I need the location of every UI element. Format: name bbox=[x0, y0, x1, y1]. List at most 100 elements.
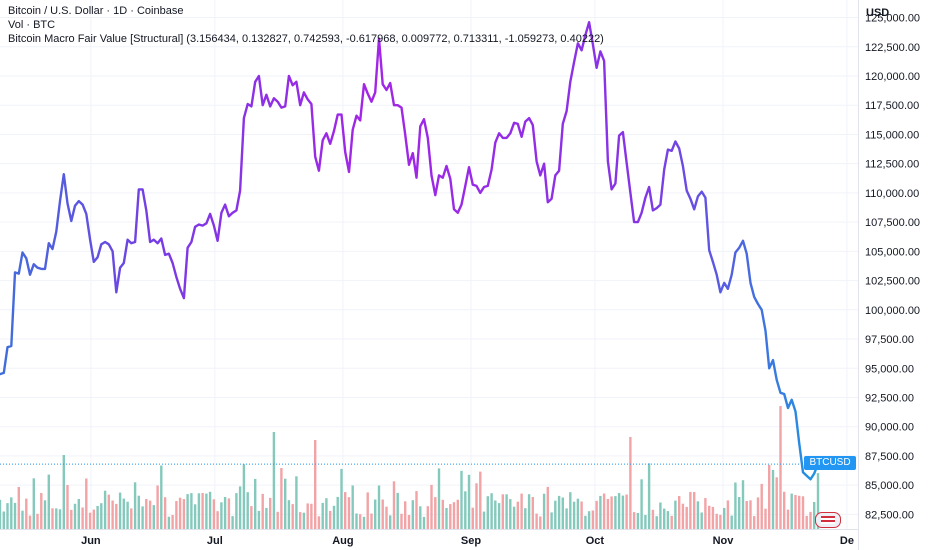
volume-bar bbox=[92, 509, 95, 529]
volume-bar bbox=[786, 509, 790, 529]
volume-bar bbox=[745, 501, 748, 529]
volume-bar bbox=[460, 470, 463, 529]
volume-bar bbox=[606, 499, 610, 529]
volume-bar bbox=[148, 500, 152, 529]
volume-bar bbox=[160, 465, 163, 529]
volume-bar bbox=[749, 500, 752, 529]
y-tick-label: 95,000.00 bbox=[865, 363, 914, 375]
volume-bar bbox=[801, 496, 805, 529]
volume-bar bbox=[51, 508, 54, 529]
volume-bar bbox=[321, 502, 324, 529]
volume-bar bbox=[186, 494, 189, 529]
volume-bar bbox=[798, 495, 801, 529]
volume-bar bbox=[118, 492, 122, 529]
volume-bar bbox=[647, 463, 651, 529]
volume-bar bbox=[565, 508, 568, 529]
volume-bar bbox=[58, 509, 62, 529]
volume-bar bbox=[449, 504, 452, 529]
volume-bar bbox=[625, 494, 628, 529]
volume-bar bbox=[362, 516, 366, 529]
volume-bar bbox=[524, 508, 527, 529]
volume-bar bbox=[344, 492, 347, 529]
volume-bar bbox=[2, 511, 5, 529]
volume-bar bbox=[374, 499, 377, 529]
volume-bar bbox=[726, 500, 730, 529]
chart-grid bbox=[0, 0, 858, 529]
volume-bar bbox=[272, 432, 276, 529]
volume-bar bbox=[602, 493, 606, 529]
y-tick-label: 87,500.00 bbox=[865, 451, 914, 463]
volume-bar bbox=[531, 497, 534, 529]
currency-label[interactable]: USD bbox=[866, 7, 890, 19]
volume-bar bbox=[107, 494, 110, 529]
volume-bar bbox=[636, 513, 640, 529]
volume-bar bbox=[599, 495, 602, 529]
volume-bar bbox=[77, 499, 80, 529]
x-tick-label: Jul bbox=[207, 535, 223, 547]
volume-bar bbox=[175, 501, 178, 529]
volume-bar bbox=[208, 491, 212, 529]
y-tick-label: 102,500.00 bbox=[865, 276, 920, 288]
volume-bar bbox=[246, 492, 249, 529]
volume-bar bbox=[719, 514, 722, 529]
volume-bar bbox=[434, 497, 437, 529]
volume-bar bbox=[250, 506, 253, 529]
volume-bar bbox=[280, 468, 283, 529]
volume-bar bbox=[201, 493, 204, 529]
x-tick-label: De bbox=[840, 535, 854, 547]
volume-bar bbox=[659, 502, 662, 529]
volume-bar bbox=[227, 498, 231, 529]
volume-bar bbox=[231, 516, 234, 529]
volume-bar bbox=[43, 500, 47, 529]
volume-bar bbox=[760, 483, 763, 529]
volume-bar bbox=[167, 516, 171, 529]
tradingview-flag-icon[interactable] bbox=[815, 512, 841, 528]
volume-bar bbox=[509, 499, 512, 529]
volume-bar bbox=[595, 500, 598, 529]
volume-bar bbox=[610, 496, 613, 529]
volume-bar bbox=[359, 514, 362, 529]
volume-bar bbox=[753, 516, 756, 529]
volume-bar bbox=[400, 513, 403, 529]
volume-bar bbox=[464, 491, 467, 529]
volume-bar bbox=[674, 500, 677, 529]
volume-bar bbox=[723, 508, 726, 529]
volume-bar bbox=[235, 493, 238, 529]
volume-bar bbox=[644, 515, 647, 529]
volume-bar bbox=[385, 506, 388, 529]
volume-bar bbox=[430, 484, 433, 529]
volume-bar bbox=[306, 503, 309, 529]
volume-bar bbox=[126, 501, 129, 529]
volume-bar bbox=[47, 474, 50, 529]
volume-bar bbox=[269, 497, 272, 529]
volume-bar bbox=[163, 497, 167, 529]
volume-bar bbox=[768, 465, 771, 529]
volume-bar bbox=[629, 437, 632, 529]
volume-bar bbox=[783, 491, 786, 529]
volume-bar bbox=[111, 500, 114, 529]
time-axis[interactable]: Jun Jul Aug Sep Oct Nov De bbox=[81, 535, 854, 547]
volume-bar bbox=[223, 497, 227, 529]
volume-bar bbox=[370, 513, 373, 529]
y-tick-label: 97,500.00 bbox=[865, 334, 914, 346]
indicator-legend[interactable]: Bitcoin Macro Fair Value [Structural] (3… bbox=[8, 33, 604, 45]
y-tick-label: 82,500.00 bbox=[865, 509, 914, 521]
volume-bar bbox=[96, 506, 99, 529]
volume-bar bbox=[276, 511, 279, 529]
volume-bar bbox=[336, 496, 339, 529]
volume-bar bbox=[190, 493, 193, 529]
volume-bar bbox=[569, 492, 572, 529]
volume-legend[interactable]: Vol · BTC bbox=[8, 19, 56, 31]
price-axis[interactable]: 125,000.00 122,500.00 120,000.00 117,500.00… bbox=[865, 13, 920, 522]
volume-bar bbox=[156, 485, 159, 529]
volume-bar bbox=[475, 483, 478, 529]
price-line bbox=[0, 21, 820, 481]
volume-bar bbox=[216, 511, 219, 529]
volume-bar bbox=[0, 499, 2, 529]
y-tick-label: 120,000.00 bbox=[865, 71, 920, 83]
volume-bar bbox=[205, 493, 208, 529]
volume-bar bbox=[790, 493, 793, 529]
volume-bar bbox=[704, 498, 707, 529]
volume-bar bbox=[347, 497, 351, 529]
